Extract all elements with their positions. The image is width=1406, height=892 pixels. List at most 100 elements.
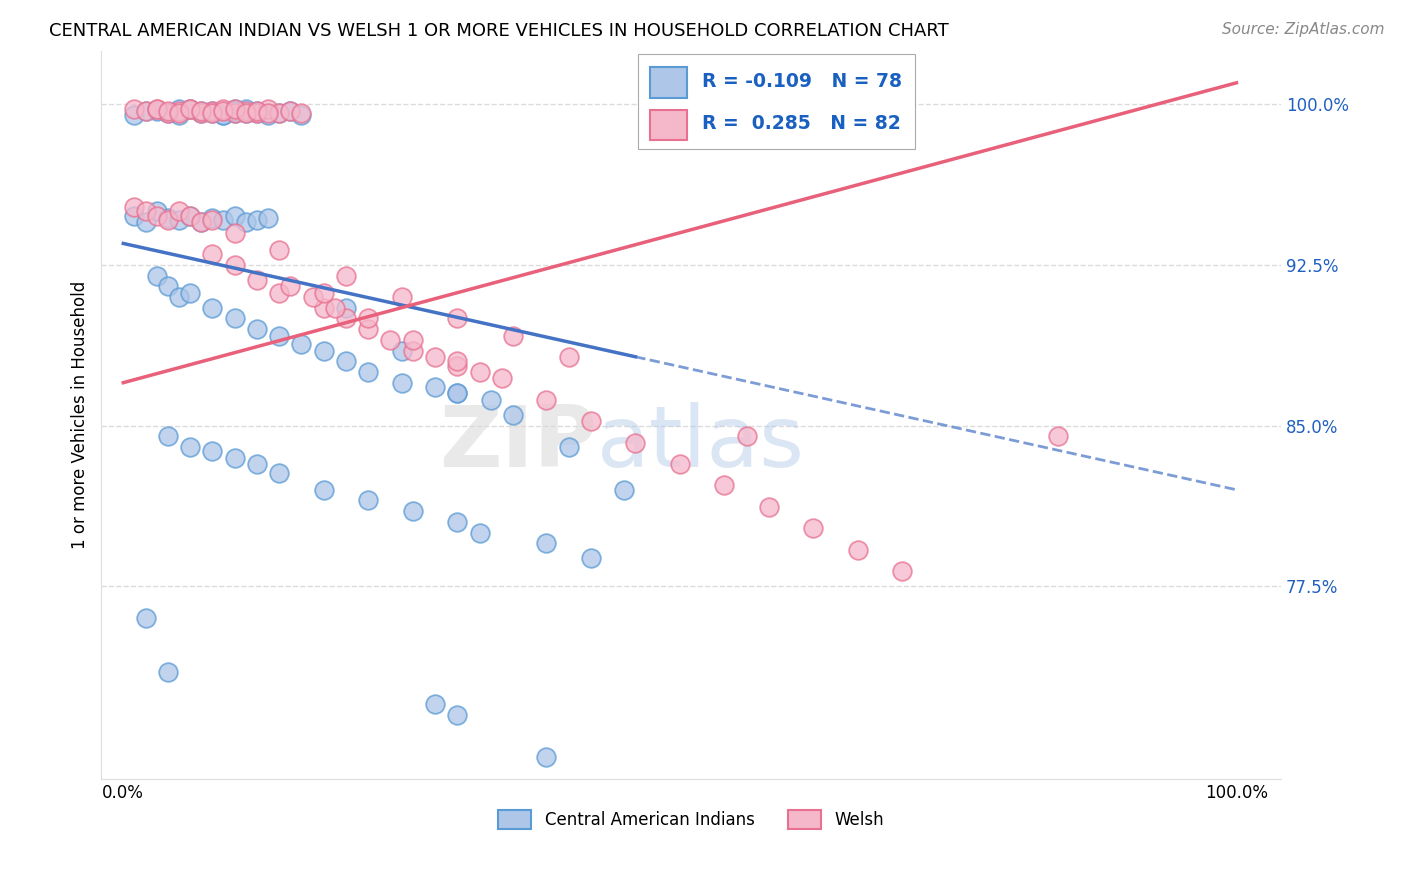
Point	[257, 102, 280, 116]
Point	[246, 105, 269, 120]
Point	[246, 457, 269, 471]
Point	[446, 354, 468, 368]
Point	[246, 322, 269, 336]
Point	[624, 435, 647, 450]
Point	[201, 103, 224, 118]
Point	[179, 102, 201, 116]
Point	[402, 343, 425, 358]
Point	[224, 226, 246, 240]
Text: CENTRAL AMERICAN INDIAN VS WELSH 1 OR MORE VEHICLES IN HOUSEHOLD CORRELATION CHA: CENTRAL AMERICAN INDIAN VS WELSH 1 OR MO…	[49, 22, 949, 40]
Point	[201, 213, 224, 227]
Point	[235, 103, 257, 118]
Point	[357, 322, 380, 336]
Point	[156, 103, 179, 118]
Point	[201, 211, 224, 225]
Point	[156, 213, 179, 227]
Point	[257, 105, 280, 120]
Point	[246, 213, 269, 227]
Point	[357, 493, 380, 508]
Point	[156, 665, 179, 679]
Point	[579, 551, 602, 566]
Point	[735, 429, 758, 443]
Point	[446, 515, 468, 529]
Point	[758, 500, 780, 514]
Point	[391, 343, 413, 358]
Point	[290, 337, 312, 351]
Point	[536, 536, 558, 550]
Point	[713, 478, 735, 492]
Point	[557, 350, 579, 364]
Point	[179, 209, 201, 223]
Point	[391, 290, 413, 304]
Point	[145, 209, 167, 223]
Point	[613, 483, 636, 497]
Point	[423, 380, 446, 394]
Point	[190, 105, 212, 120]
FancyBboxPatch shape	[638, 54, 915, 149]
Point	[446, 386, 468, 401]
Point	[135, 103, 157, 118]
Point	[669, 457, 692, 471]
Point	[502, 408, 524, 422]
Point	[212, 108, 235, 122]
Point	[201, 301, 224, 315]
Point	[235, 102, 257, 116]
Point	[167, 103, 190, 118]
Point	[278, 103, 301, 118]
Point	[212, 213, 235, 227]
Y-axis label: 1 or more Vehicles in Household: 1 or more Vehicles in Household	[72, 281, 89, 549]
Point	[167, 102, 190, 116]
Point	[179, 440, 201, 454]
Point	[167, 204, 190, 219]
Point	[145, 102, 167, 116]
Point	[235, 105, 257, 120]
Point	[167, 105, 190, 120]
Point	[135, 611, 157, 625]
Text: ZIP: ZIP	[439, 402, 596, 485]
Point	[269, 466, 291, 480]
Point	[312, 343, 335, 358]
Point	[179, 209, 201, 223]
Point	[190, 103, 212, 118]
Point	[224, 102, 246, 116]
Point	[1047, 429, 1070, 443]
Point	[402, 504, 425, 518]
Point	[224, 450, 246, 465]
Point	[446, 359, 468, 373]
Text: atlas: atlas	[596, 402, 804, 485]
Point	[224, 209, 246, 223]
Point	[423, 697, 446, 711]
Point	[479, 392, 502, 407]
Point	[446, 311, 468, 326]
Point	[246, 103, 269, 118]
Point	[269, 243, 291, 257]
Point	[167, 213, 190, 227]
Point	[224, 105, 246, 120]
Point	[201, 444, 224, 458]
Point	[124, 102, 146, 116]
Point	[190, 215, 212, 229]
Text: R =  0.285   N = 82: R = 0.285 N = 82	[702, 114, 900, 133]
Point	[156, 105, 179, 120]
Point	[179, 102, 201, 116]
Point	[278, 103, 301, 118]
Point	[224, 103, 246, 118]
Point	[312, 301, 335, 315]
Point	[167, 290, 190, 304]
Point	[257, 108, 280, 122]
Point	[423, 350, 446, 364]
Point	[579, 414, 602, 428]
Point	[269, 105, 291, 120]
Point	[468, 525, 491, 540]
Point	[557, 440, 579, 454]
Point	[536, 750, 558, 764]
Point	[167, 108, 190, 122]
Point	[312, 285, 335, 300]
Point	[391, 376, 413, 390]
Point	[190, 215, 212, 229]
Point	[301, 290, 323, 304]
Point	[212, 103, 235, 118]
Point	[891, 564, 914, 578]
Point	[335, 268, 357, 283]
Point	[224, 105, 246, 120]
